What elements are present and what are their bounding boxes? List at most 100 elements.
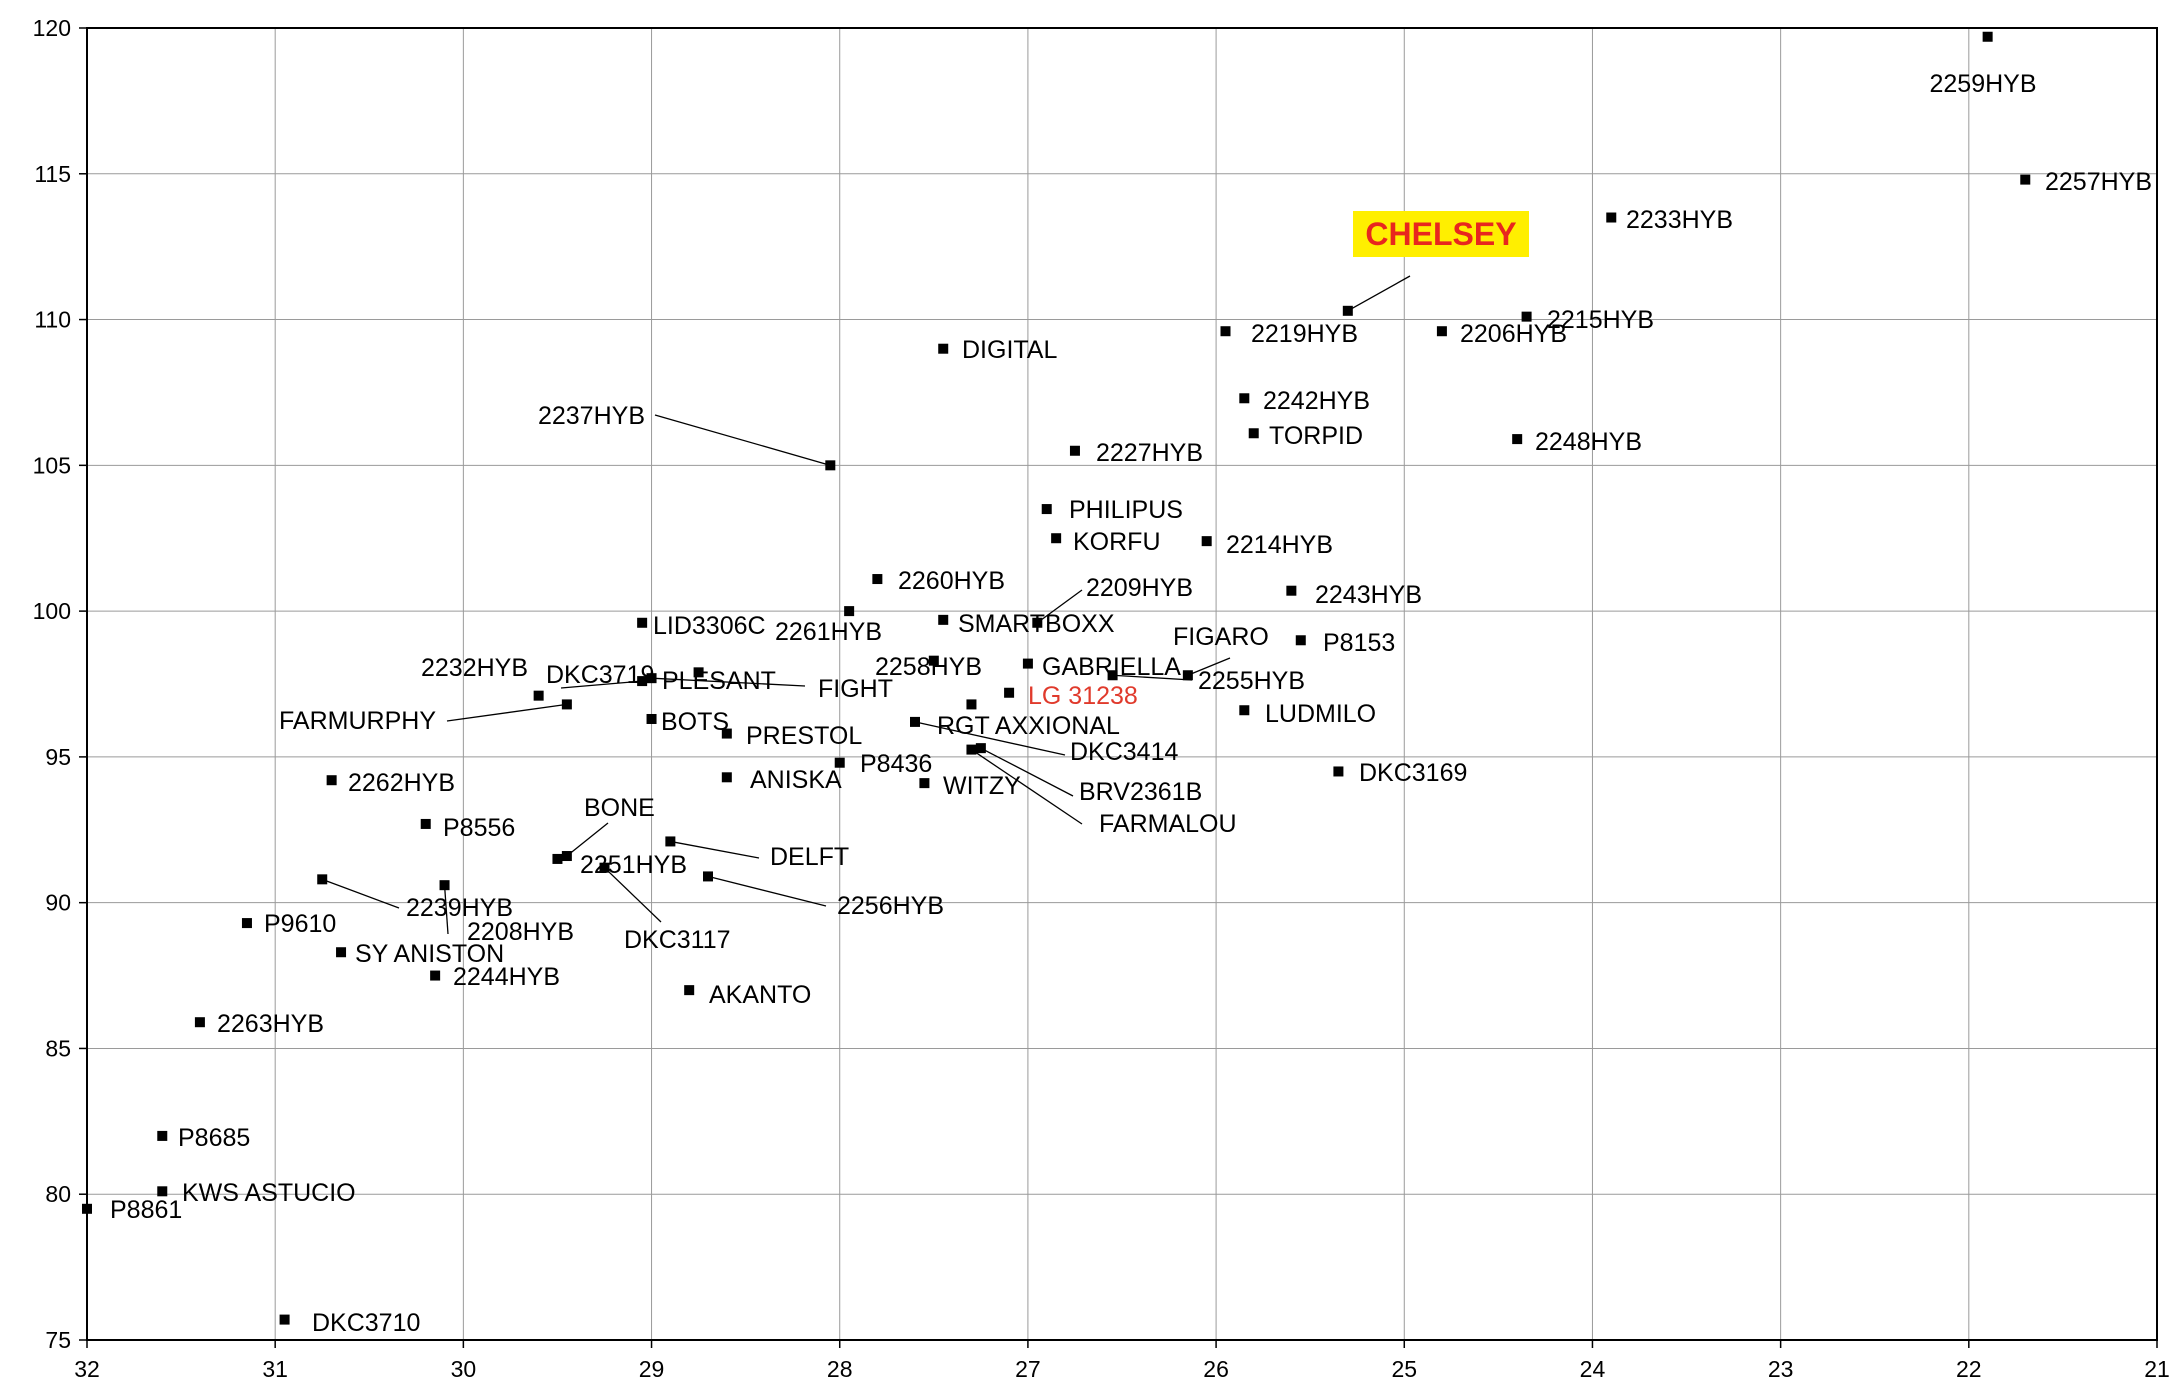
label-2206hyb: 2206HYB (1460, 320, 1567, 348)
point-2233hyb (1606, 212, 1617, 223)
point-dkc3169 (1333, 766, 1344, 777)
point-smartboxx (938, 614, 949, 625)
point-2255hyb (1107, 670, 1118, 681)
point-2248hyb (1512, 434, 1523, 445)
label-dkc3117: DKC3117 (624, 926, 731, 954)
point-farmalou (966, 744, 977, 755)
point-digital (938, 343, 949, 354)
label-rgt-axxional: RGT AXXIONAL (937, 712, 1120, 740)
point-2232hyb (533, 690, 544, 701)
label-2259hyb: 2259HYB (1929, 70, 2036, 98)
x-tick-label: 23 (1768, 1356, 1794, 1382)
point-p8685 (157, 1130, 168, 1141)
point-2256hyb (703, 871, 713, 882)
point-kws-astucio (157, 1186, 168, 1197)
label-p8153: P8153 (1323, 629, 1395, 657)
y-tick-label: 80 (45, 1181, 71, 1207)
leader-farmurphy (446, 703, 567, 722)
grid (87, 28, 2157, 1340)
label-chelsey: CHELSEY (1365, 216, 1516, 252)
label-2237hyb: 2237HYB (538, 402, 645, 430)
point-2219hyb (1220, 326, 1231, 337)
label-2244hyb: 2244HYB (453, 963, 560, 991)
label-kws-astucio: KWS ASTUCIO (182, 1179, 356, 1207)
point-farmurphy (561, 699, 572, 710)
label-witzy: WITZY (943, 772, 1021, 800)
label-torpid: TORPID (1269, 422, 1363, 450)
point-witzy (919, 778, 930, 789)
label-2255hyb: 2255HYB (1198, 667, 1305, 695)
y-axis: 75 80 85 90 95 100 105 110 115 120 (33, 15, 87, 1353)
label-dkc3414: DKC3414 (1070, 738, 1178, 766)
label-bone: BONE (584, 794, 655, 822)
x-tick-label: 28 (827, 1356, 853, 1382)
point-2263hyb (194, 1017, 205, 1028)
label-bots: BOTS (661, 708, 729, 736)
point-p8861 (82, 1203, 92, 1214)
leader-dkc3117 (604, 867, 662, 923)
label-farmurphy: FARMURPHY (279, 707, 436, 735)
label-p8861: P8861 (110, 1196, 182, 1224)
label-2209hyb: 2209HYB (1086, 574, 1193, 602)
point-plesant (693, 667, 704, 678)
plot-frame (86, 27, 2158, 1341)
label-smartboxx: SMARTBOXX (958, 610, 1115, 638)
leader-delft (670, 840, 760, 859)
leader-brv2361b (980, 747, 1074, 797)
data-points (82, 31, 2031, 1325)
label-dkc3169: DKC3169 (1359, 759, 1467, 787)
label-lid3306c: LID3306C (653, 612, 766, 640)
point-2262hyb (326, 775, 337, 786)
leader-2237hyb (654, 414, 831, 466)
point-ludmilo (1239, 705, 1250, 716)
label-2243hyb: 2243HYB (1315, 581, 1422, 609)
point-prestol (721, 728, 732, 739)
point-sy-aniston (336, 947, 347, 958)
label-gabriella: GABRIELLA (1042, 653, 1181, 681)
point-2206hyb (1436, 326, 1447, 337)
point-chelsey (1342, 305, 1353, 316)
label-2258hyb: 2258HYB (875, 653, 982, 681)
y-tick-label: 120 (33, 15, 71, 41)
leader-2239hyb (321, 878, 400, 909)
point-p8436 (834, 757, 845, 768)
label-ludmilo: LUDMILO (1265, 700, 1376, 728)
label-fight: FIGHT (818, 675, 893, 703)
point-2257hyb (2020, 174, 2031, 185)
point-delft (665, 836, 676, 847)
point-2243hyb (1286, 585, 1297, 596)
leader-2209hyb (1036, 589, 1083, 624)
label-p9610: P9610 (264, 910, 336, 938)
point-dkc3414 (910, 716, 920, 727)
x-tick-label: 29 (639, 1356, 665, 1382)
label-2239hyb: 2239HYB (406, 894, 513, 922)
y-tick-label: 105 (33, 452, 71, 478)
label-digital: DIGITAL (962, 336, 1057, 364)
label-2257hyb: 2257HYB (2045, 168, 2152, 196)
label-farmalou: FARMALOU (1099, 810, 1237, 838)
label-2215hyb: 2215HYB (1547, 306, 1654, 334)
label-2219hyb: 2219HYB (1251, 320, 1358, 348)
leader-figaro (1187, 657, 1231, 676)
label-2262hyb: 2262HYB (348, 769, 455, 797)
label-plesant: PLESANT (662, 667, 776, 695)
leader-farmalou (971, 749, 1083, 825)
x-tick-label: 25 (1391, 1356, 1417, 1382)
point-2244hyb (430, 970, 441, 981)
point-korfu (1051, 533, 1062, 544)
leader-2256hyb (707, 875, 827, 907)
label-2208hyb: 2208HYB (467, 918, 574, 946)
point-akanto (684, 985, 695, 996)
point-torpid (1248, 428, 1259, 439)
point-p9610 (241, 918, 252, 929)
y-tick-label: 75 (45, 1327, 71, 1353)
y-tick-label: 110 (34, 307, 71, 333)
label-p8685: P8685 (178, 1124, 250, 1152)
label-dkc3719: DKC3719 (546, 661, 654, 689)
point-p8153 (1295, 635, 1306, 646)
label-p8556: P8556 (443, 814, 515, 842)
x-tick-label: 21 (2144, 1356, 2170, 1382)
point-figaro (1182, 670, 1193, 681)
point-2215hyb (1521, 311, 1532, 322)
